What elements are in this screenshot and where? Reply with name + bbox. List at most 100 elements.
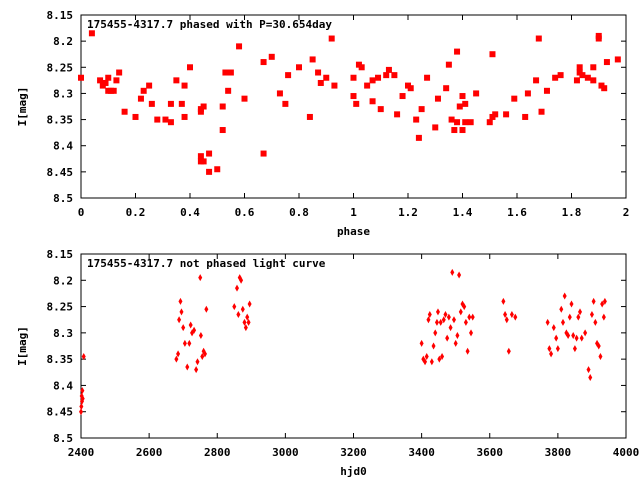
- data-point: [424, 74, 431, 81]
- data-point: [579, 72, 586, 79]
- data-point: [441, 316, 446, 324]
- x-tick-label: 1.2: [398, 206, 418, 219]
- data-point: [375, 74, 382, 81]
- data-point: [440, 353, 445, 361]
- data-point: [222, 69, 229, 76]
- data-point: [185, 363, 190, 371]
- data-point: [102, 79, 109, 86]
- data-point: [456, 103, 463, 110]
- data-point: [454, 119, 461, 126]
- y-tick-label: 8.5: [53, 192, 73, 205]
- chart-title: 175455-4317.7 not phased light curve: [87, 257, 326, 270]
- data-point: [148, 100, 155, 107]
- data-point: [200, 353, 205, 361]
- data-point: [88, 30, 95, 37]
- y-tick-label: 8.3: [53, 327, 73, 340]
- phased-light-curve-chart: 0 0.2 0.4 0.6 0.8 1 1.2 1.4 1.6 1.8 2 8.158.28.258…: [16, 9, 629, 238]
- data-point: [200, 103, 207, 110]
- data-point: [427, 310, 432, 318]
- data-point: [590, 64, 597, 71]
- data-point: [470, 313, 475, 321]
- data-point: [81, 353, 86, 361]
- data-point: [465, 347, 470, 355]
- data-point: [197, 153, 204, 160]
- data-point: [593, 318, 598, 326]
- data-point: [433, 329, 438, 337]
- data-point: [181, 113, 188, 120]
- data-point: [589, 310, 594, 318]
- data-point: [350, 93, 357, 100]
- data-point: [187, 64, 193, 71]
- data-point: [232, 303, 237, 311]
- data-point: [596, 342, 601, 350]
- data-point: [572, 345, 577, 353]
- y-tick-label: 8.15: [47, 248, 74, 261]
- data-point: [285, 72, 292, 79]
- data-point: [239, 276, 244, 284]
- data-point: [154, 116, 161, 123]
- data-point: [583, 329, 588, 337]
- data-point: [578, 308, 583, 316]
- data-point: [178, 297, 183, 305]
- data-point: [415, 134, 422, 141]
- data-point: [419, 339, 424, 347]
- data-point: [486, 119, 493, 126]
- data-point: [489, 51, 496, 58]
- data-point: [554, 334, 559, 342]
- data-point: [236, 310, 241, 318]
- data-point: [80, 395, 85, 403]
- plot-frame: [80, 253, 627, 439]
- data-point: [504, 316, 509, 324]
- data-point: [446, 313, 451, 321]
- data-point: [358, 64, 365, 71]
- data-point: [459, 127, 466, 134]
- data-point: [535, 35, 542, 42]
- x-tick-label: 1.6: [507, 206, 527, 219]
- data-point: [435, 308, 440, 316]
- data-point: [453, 339, 458, 347]
- data-point: [174, 355, 179, 363]
- x-tick-label: 3000: [272, 446, 299, 459]
- data-point: [448, 116, 455, 123]
- data-point: [450, 268, 455, 276]
- y-tick-label: 8.2: [53, 274, 73, 287]
- data-point: [451, 316, 456, 324]
- data-point: [555, 345, 560, 353]
- data-point: [116, 69, 123, 76]
- data-point: [549, 350, 554, 358]
- data-point: [552, 74, 559, 81]
- data-point: [438, 318, 443, 326]
- y-axis-ticks: 8.15 8.2 8.25 8.3 8.35 8.4 8.45 8.5: [47, 9, 626, 205]
- data-point: [511, 95, 518, 102]
- data-point: [206, 150, 213, 157]
- data-point: [323, 74, 330, 81]
- data-point: [463, 318, 468, 326]
- x-tick-label: 2800: [204, 446, 231, 459]
- data-point: [590, 77, 597, 84]
- data-point: [445, 334, 450, 342]
- data-point: [603, 59, 610, 66]
- data-point: [385, 66, 392, 73]
- x-tick-label: 3200: [340, 446, 367, 459]
- data-point: [364, 82, 371, 89]
- data-point: [328, 35, 335, 42]
- data-point: [260, 150, 267, 157]
- data-point: [522, 113, 529, 120]
- data-point: [113, 77, 120, 84]
- data-point: [567, 313, 572, 321]
- data-point: [399, 93, 406, 100]
- data-point: [513, 313, 518, 321]
- data-point: [204, 305, 209, 313]
- y-axis-label: I[mag]: [16, 87, 29, 127]
- data-point: [413, 116, 420, 123]
- data-point: [137, 95, 144, 102]
- data-point: [426, 316, 431, 324]
- data-point: [110, 87, 117, 94]
- data-point: [260, 59, 267, 66]
- data-point: [140, 87, 147, 94]
- data-point: [454, 48, 461, 55]
- data-point: [462, 100, 469, 107]
- data-point: [569, 300, 574, 308]
- data-point: [469, 329, 474, 337]
- data-point: [268, 53, 275, 60]
